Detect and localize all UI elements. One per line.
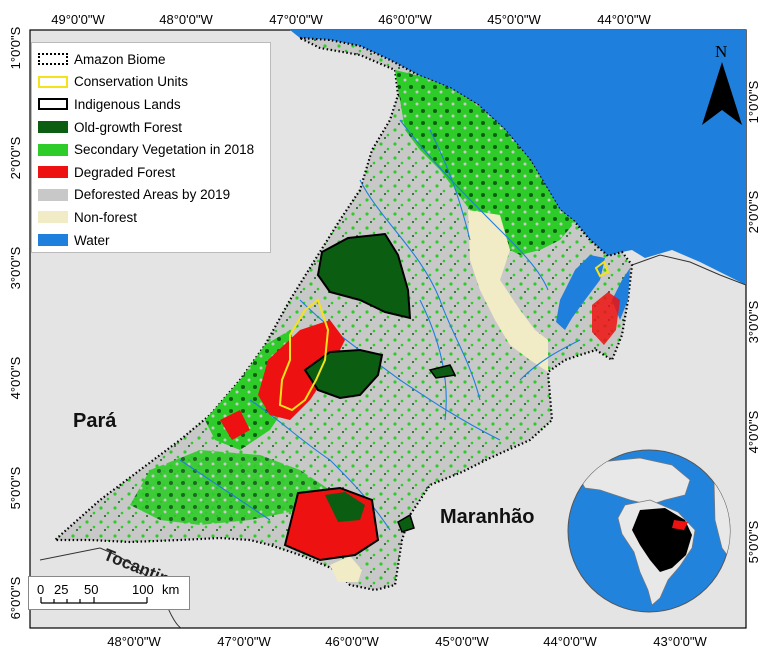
non-forest-swatch bbox=[38, 211, 68, 224]
left-tick-label: 5°0'0"S bbox=[8, 466, 23, 509]
legend-item-old-growth: Old-growth Forest bbox=[38, 116, 264, 139]
scale-tick-25: 25 bbox=[54, 582, 68, 597]
degraded-forest-swatch bbox=[38, 166, 68, 179]
left-tick-label: 6°0'0"S bbox=[8, 576, 23, 619]
legend-label: Non-forest bbox=[74, 209, 138, 225]
bottom-tick-label: 47°0'0"W bbox=[217, 634, 271, 649]
legend-item-conservation-units: Conservation Units bbox=[38, 71, 264, 94]
state-label-para: Pará bbox=[73, 410, 117, 432]
conservation-unit bbox=[278, 298, 330, 412]
legend-item-secondary: Secondary Vegetation in 2018 bbox=[38, 138, 264, 161]
top-tick-label: 48°0'0"W bbox=[159, 12, 213, 27]
legend-label: Degraded Forest bbox=[74, 164, 176, 180]
scale-bar-graphic: 0 25 50 100 km bbox=[37, 582, 179, 604]
deforested-swatch bbox=[38, 188, 68, 201]
left-tick-label: 3°0'0"S bbox=[8, 246, 23, 289]
top-tick-label: 45°0'0"W bbox=[487, 12, 541, 27]
old-growth-swatch bbox=[38, 121, 68, 134]
right-tick-label: 1°0'0"S bbox=[746, 80, 761, 123]
water-swatch bbox=[38, 234, 68, 247]
legend-label: Secondary Vegetation in 2018 bbox=[74, 142, 255, 158]
state-label-maranhao: Maranhão bbox=[440, 506, 535, 528]
degraded-forest-west bbox=[258, 320, 345, 420]
indigenous-land-north bbox=[316, 232, 412, 320]
legend-item-water: Water bbox=[38, 229, 264, 252]
locator-globe bbox=[567, 449, 731, 613]
legend-label: Amazon Biome bbox=[74, 51, 166, 67]
scale-tick-100: 100 bbox=[132, 582, 154, 597]
right-tick-label: 5°0'0"S bbox=[746, 520, 761, 563]
degraded-forest-spot bbox=[220, 410, 250, 440]
map-legend: Amazon Biome Conservation Units Indigeno… bbox=[31, 42, 271, 253]
indigenous-land-small bbox=[428, 364, 457, 379]
secondary-vegetation-swatch bbox=[38, 143, 68, 156]
indigenous-land-east bbox=[397, 513, 415, 533]
bottom-tick-label: 44°0'0"W bbox=[543, 634, 597, 649]
legend-item-non-forest: Non-forest bbox=[38, 206, 264, 229]
globe-icon bbox=[567, 449, 731, 613]
right-tick-label: 4°0'0"S bbox=[746, 410, 761, 453]
bay bbox=[556, 255, 605, 330]
left-tick-labels: 1°0'0"S 2°0'0"S 3°0'0"S 4°0'0"S 5°0'0"S 6°0'0… bbox=[8, 26, 23, 619]
bottom-tick-label: 48°0'0"W bbox=[107, 634, 161, 649]
scale-tick-0: 0 bbox=[37, 582, 44, 597]
north-label: N bbox=[715, 42, 727, 61]
legend-item-degraded: Degraded Forest bbox=[38, 161, 264, 184]
non-forest-area bbox=[468, 210, 548, 372]
scale-unit: km bbox=[162, 582, 179, 597]
bottom-tick-label: 46°0'0"W bbox=[325, 634, 379, 649]
scale-tick-50: 50 bbox=[84, 582, 98, 597]
legend-label: Deforested Areas by 2019 bbox=[74, 187, 231, 203]
right-tick-label: 2°0'0"S bbox=[746, 190, 761, 233]
scale-bar: 0 25 50 100 km bbox=[28, 576, 190, 610]
ocean bbox=[290, 30, 746, 285]
secondary-vegetation-coast bbox=[395, 70, 575, 255]
degraded-forest-east bbox=[592, 292, 620, 345]
legend-label: Old-growth Forest bbox=[74, 119, 183, 135]
bottom-tick-label: 45°0'0"W bbox=[435, 634, 489, 649]
top-tick-label: 49°0'0"W bbox=[51, 12, 105, 27]
legend-label: Conservation Units bbox=[74, 74, 189, 90]
top-tick-label: 46°0'0"W bbox=[378, 12, 432, 27]
legend-label: Water bbox=[74, 232, 110, 248]
conservation-unit-east bbox=[594, 260, 610, 278]
right-tick-label: 3°0'0"S bbox=[746, 300, 761, 343]
right-tick-labels: 1°0'0"S 2°0'0"S 3°0'0"S 4°0'0"S 5°0'0"S bbox=[746, 80, 761, 563]
indigenous-land-south-forest bbox=[325, 492, 365, 522]
left-tick-label: 2°0'0"S bbox=[8, 136, 23, 179]
secondary-vegetation-south bbox=[130, 450, 330, 525]
legend-item-deforested: Deforested Areas by 2019 bbox=[38, 184, 264, 207]
legend-label: Indigenous Lands bbox=[74, 96, 181, 112]
indigenous-lands-swatch bbox=[38, 98, 68, 111]
north-arrow: N bbox=[692, 40, 752, 130]
legend-item-amazon-biome: Amazon Biome bbox=[38, 48, 264, 71]
legend-item-indigenous-lands: Indigenous Lands bbox=[38, 93, 264, 116]
amazon-biome-swatch bbox=[38, 53, 68, 66]
left-tick-label: 1°0'0"S bbox=[8, 26, 23, 69]
top-tick-label: 44°0'0"W bbox=[597, 12, 651, 27]
conservation-units-swatch bbox=[38, 75, 68, 88]
north-arrow-icon: N bbox=[702, 42, 742, 125]
bottom-tick-label: 43°0'0"W bbox=[653, 634, 707, 649]
non-forest-area-south bbox=[330, 556, 362, 582]
top-tick-label: 47°0'0"W bbox=[269, 12, 323, 27]
bottom-tick-labels: 48°0'0"W 47°0'0"W 46°0'0"W 45°0'0"W 44°0'0"W… bbox=[107, 634, 707, 649]
top-tick-labels: 49°0'0"W 48°0'0"W 47°0'0"W 46°0'0"W 45°0'0"W… bbox=[51, 12, 651, 27]
left-tick-label: 4°0'0"S bbox=[8, 356, 23, 399]
